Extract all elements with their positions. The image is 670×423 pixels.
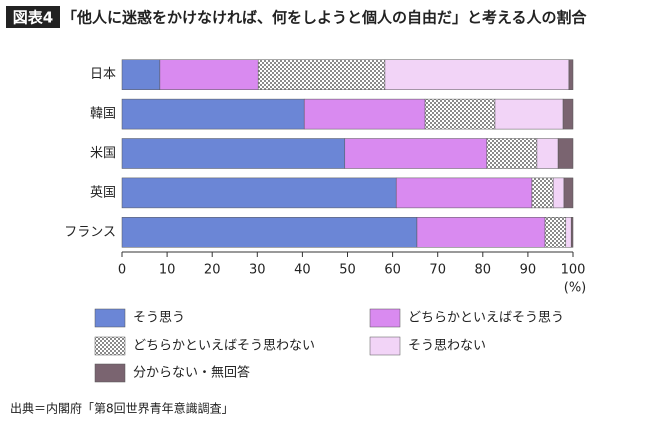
- x-tick-label: 0: [118, 263, 126, 278]
- x-tick-label: 90: [520, 263, 537, 278]
- y-tick-label: フランス: [64, 225, 116, 240]
- bar-segment: [568, 59, 574, 90]
- bar-segment: [570, 217, 574, 248]
- bar-segment: [486, 138, 538, 169]
- figure-label: 図表4: [13, 9, 53, 27]
- bar-segment: [557, 138, 574, 169]
- legend-label: どちらかといえばそう思わない: [133, 339, 315, 354]
- bar-segment: [121, 217, 418, 248]
- legend-swatch: [369, 308, 401, 328]
- bar-segment: [121, 98, 305, 130]
- chart-title: 「他人に迷惑をかけなければ、何をしようと個人の自由だ」と考える人の割合: [62, 9, 588, 27]
- x-tick-label: 40: [294, 263, 311, 278]
- bar-segment: [344, 138, 488, 169]
- bar-segment: [257, 59, 386, 90]
- legend-label: そう思う: [133, 311, 185, 326]
- bar-segment: [121, 177, 397, 209]
- legend-label: 分からない・無回答: [133, 365, 250, 381]
- bar-segment: [303, 98, 426, 130]
- bar-segment: [565, 217, 572, 248]
- bar-segment: [494, 98, 564, 130]
- legend-swatch: [369, 336, 401, 356]
- legend-label: どちらかといえばそう思う: [408, 311, 564, 326]
- bar-segment: [563, 177, 574, 209]
- bar-segment: [531, 177, 554, 209]
- legend-swatch: [94, 308, 126, 328]
- y-tick-label: 米国: [90, 146, 116, 161]
- x-tick-label: 70: [429, 263, 446, 278]
- label-box: [6, 6, 60, 28]
- x-unit: (%): [564, 281, 587, 296]
- bar-segment: [552, 177, 565, 209]
- bar-segment: [384, 59, 570, 90]
- legend-swatch: [94, 363, 126, 383]
- y-tick-label: 日本: [90, 67, 116, 82]
- x-tick-label: 30: [249, 263, 266, 278]
- x-tick-label: 50: [339, 263, 356, 278]
- bar-segment: [544, 217, 567, 248]
- bar-segment: [121, 59, 161, 90]
- legend-label: そう思わない: [408, 339, 486, 354]
- x-tick-label: 80: [475, 263, 492, 278]
- bar-segment: [562, 98, 574, 130]
- y-tick-label: 英国: [90, 185, 116, 200]
- x-tick-label: 20: [204, 263, 221, 278]
- x-tick-label: 100: [561, 263, 586, 278]
- bar-segment: [424, 98, 496, 130]
- legend-swatch: [94, 336, 126, 356]
- bar-segment: [395, 177, 533, 209]
- bar-segment: [121, 138, 346, 169]
- bar-segment: [159, 59, 259, 90]
- x-tick-label: 60: [384, 263, 401, 278]
- bar-segment: [536, 138, 559, 169]
- x-tick-label: 10: [159, 263, 176, 278]
- source: 出典＝内閣府「第8回世界青年意識調査」: [10, 401, 234, 416]
- bar-segment: [416, 217, 546, 248]
- y-tick-label: 韓国: [90, 107, 116, 122]
